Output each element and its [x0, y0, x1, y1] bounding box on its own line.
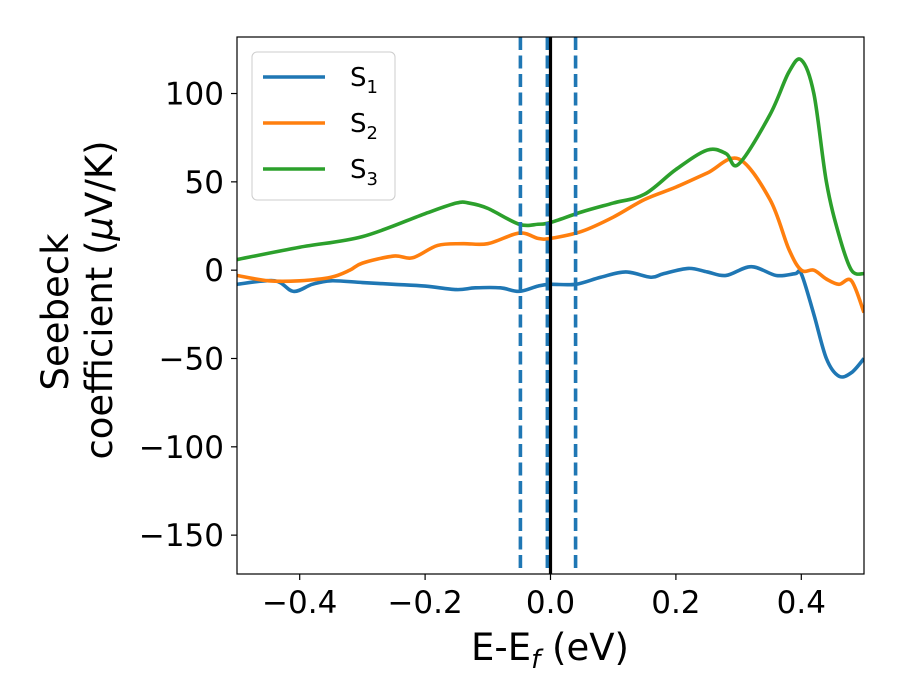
x-tick-label: −0.4 [262, 585, 337, 621]
y-tick-label: −150 [139, 518, 224, 554]
vertical-lines-layer [518, 37, 578, 574]
y-tick-label: −50 [159, 341, 224, 377]
series-line-s2 [237, 156, 864, 314]
y-tick-label: −100 [139, 430, 224, 466]
y-tick-label: 100 [165, 77, 224, 113]
legend-label-s1: S1 [350, 63, 378, 98]
legend-box [251, 51, 396, 201]
y-axis-title-line1: Seebeck [34, 233, 77, 391]
x-axis-title: E-Ef (eV) [471, 626, 629, 675]
series-layer [237, 57, 864, 379]
y-axis-title: Seebeck coefficient (μV/K) [34, 140, 121, 459]
y-tick-label: 0 [204, 253, 224, 289]
y-tick-label: 50 [185, 165, 224, 201]
series-line-s1 [237, 264, 864, 379]
x-tick-label: 0.4 [777, 585, 826, 621]
series-line-s3 [237, 57, 864, 276]
x-tick-label: −0.2 [387, 585, 462, 621]
y-axis-title-line2: coefficient (μV/K) [78, 140, 121, 459]
legend-label-s2: S2 [350, 109, 378, 144]
x-tick-label: 0.0 [526, 585, 575, 621]
x-axis-ticks: −0.4 −0.2 0.0 0.2 0.4 [262, 574, 826, 621]
legend: S1 S2 S3 [251, 51, 396, 201]
y-axis-ticks: 100 50 0 −50 −100 −150 [139, 77, 237, 554]
legend-label-s3: S3 [350, 155, 378, 190]
x-tick-label: 0.2 [651, 585, 700, 621]
